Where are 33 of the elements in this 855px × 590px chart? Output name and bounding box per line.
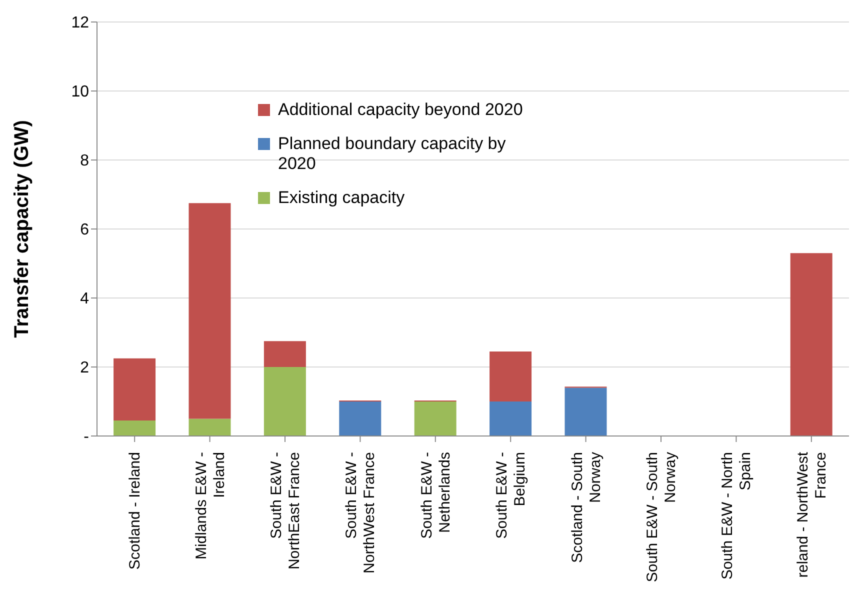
x-tick-label: South E&W - Belgium xyxy=(494,452,529,539)
x-tick-label: South E&W - NorthEast France xyxy=(268,452,303,570)
bar xyxy=(490,402,532,436)
x-tick-label: Scotland - South Norway xyxy=(568,452,604,563)
bar xyxy=(414,402,456,436)
y-tick-label: 6 xyxy=(80,222,90,239)
legend-label: Existing capacity xyxy=(278,188,406,208)
bar xyxy=(188,418,231,436)
x-tick-label: South E&W - Netherlands xyxy=(418,452,454,539)
bar xyxy=(790,253,832,436)
y-tick-label: 10 xyxy=(71,84,90,101)
x-tick-label: South E&W - South Norway xyxy=(644,452,679,582)
bar xyxy=(490,351,532,402)
bar xyxy=(264,341,306,367)
legend-label: Additional capacity beyond 2020 xyxy=(278,100,524,120)
bar xyxy=(264,367,306,436)
bar xyxy=(564,388,607,436)
x-tick-label: reland - NorthWest France xyxy=(794,451,830,578)
bar xyxy=(188,203,231,419)
y-tick-label: 2 xyxy=(80,360,90,377)
x-tick-label: South E&W - North Spain xyxy=(719,452,754,580)
x-tick-label: Scotland - Ireland xyxy=(126,452,144,570)
legend-label: Planned boundary capacity by 2020 xyxy=(278,134,507,174)
bar xyxy=(114,420,156,436)
y-tick-label: 12 xyxy=(71,14,90,32)
x-tick-label: Midlands E&W - Ireland xyxy=(192,452,228,560)
y-tick-label: 8 xyxy=(80,152,90,170)
bar xyxy=(339,402,382,436)
y-tick-label: 4 xyxy=(80,290,90,308)
x-tick-label: South E&W - NorthWest France xyxy=(343,452,378,574)
bar xyxy=(114,358,156,420)
y-tick-label: - xyxy=(84,428,89,446)
y-axis-title: Transfer capacity (GW) xyxy=(11,120,34,338)
